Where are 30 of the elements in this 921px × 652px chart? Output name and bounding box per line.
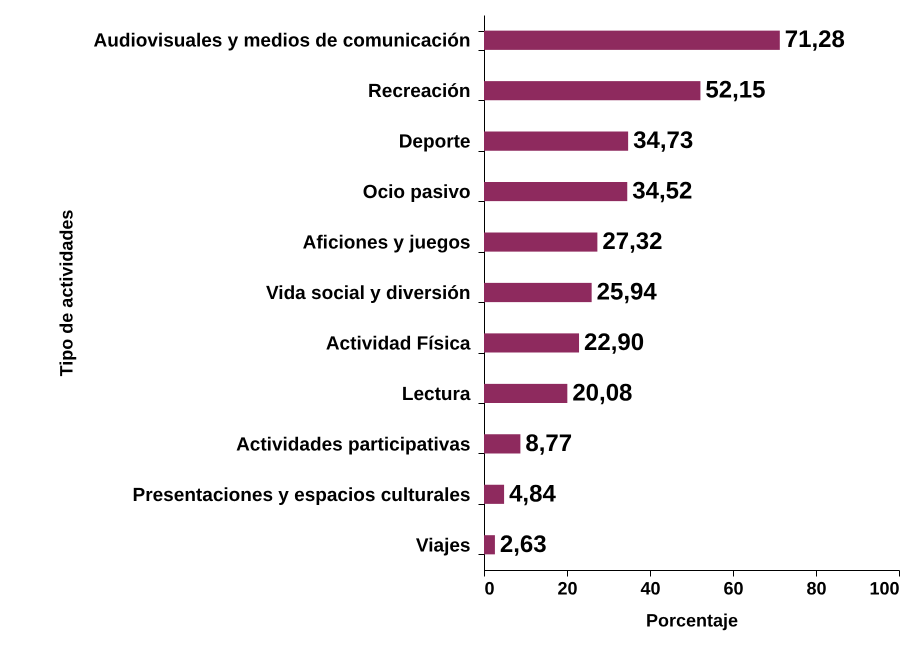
y-tick-label: Audiovisuales y medios de comunicación: [94, 30, 470, 52]
data-label: 8,77: [525, 430, 572, 457]
x-tick-label: 40: [640, 578, 661, 598]
data-label: 2,63: [500, 530, 547, 558]
y-tick-label: Deporte: [398, 132, 470, 153]
y-tick-label: Ocio pasivo: [362, 182, 470, 204]
data-label: 52,15: [705, 76, 766, 104]
x-tick-label: 20: [557, 578, 578, 598]
x-axis-title: Porcentaje: [646, 610, 738, 630]
y-tick-label: Recreación: [368, 81, 470, 102]
x-tick-label: 60: [723, 578, 744, 598]
y-tick-label: Presentaciones y espacios culturales: [132, 484, 470, 506]
data-label: 71,28: [784, 26, 845, 54]
y-tick-label: Actividad Física: [326, 333, 471, 354]
y-tick-label: Vida social y diversión: [266, 283, 470, 304]
data-label: 4,84: [509, 480, 556, 508]
data-label: 27,32: [602, 228, 662, 256]
y-tick-label: Lectura: [402, 384, 471, 405]
y-tick-label: Aficiones y juegos: [302, 232, 470, 254]
y-tick-label: Actividades participativas: [236, 434, 470, 456]
data-label: 34,73: [633, 127, 694, 154]
data-label: 25,94: [596, 278, 658, 306]
x-tick-label: 80: [806, 578, 827, 598]
x-tick-label: 100: [869, 578, 900, 598]
data-label: 34,52: [632, 178, 692, 205]
y-tick-label: Viajes: [416, 535, 470, 556]
data-label: 20,08: [572, 379, 632, 406]
x-tick-label: 0: [484, 578, 495, 598]
data-label: 22,90: [584, 328, 644, 356]
y-axis-title: Tipo de actividades: [56, 210, 76, 376]
